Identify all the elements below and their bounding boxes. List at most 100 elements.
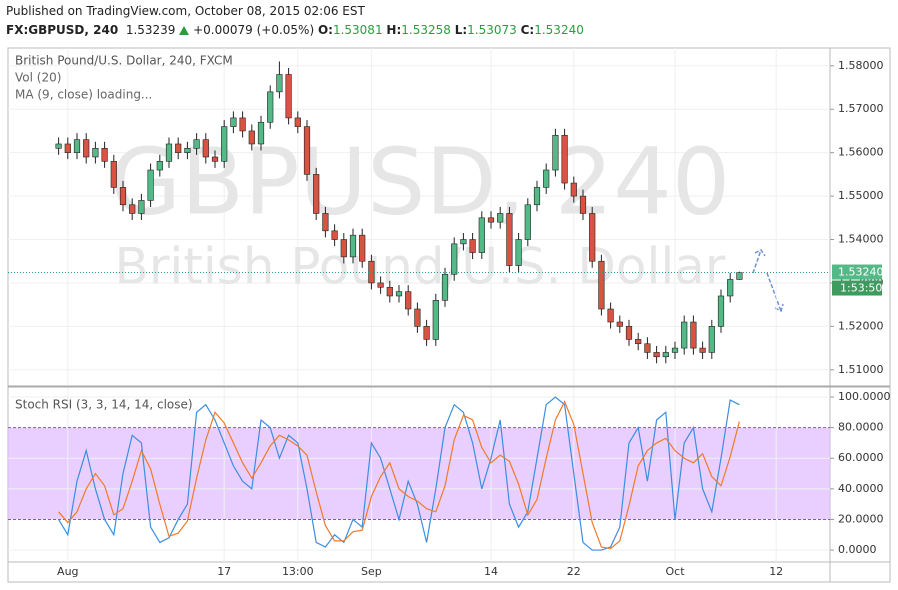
candle-body — [524, 204, 531, 240]
ohlc-value: 1.53240 — [534, 23, 584, 37]
last-price-box — [832, 264, 882, 280]
quote-line: FX:GBPUSD, 240 1.53239 +0.00079 (+0.05%)… — [6, 21, 584, 40]
candle-body — [267, 91, 274, 123]
candle-body — [377, 282, 384, 288]
candle-body — [736, 272, 743, 280]
y-tick-label: 1.52000 — [838, 319, 884, 332]
candle-body — [451, 243, 458, 275]
candle-body — [92, 148, 99, 158]
candle-body — [349, 234, 357, 258]
candle-body — [690, 321, 697, 349]
ohlc-value: 1.53258 — [401, 23, 451, 37]
x-tick-label: Oct — [665, 565, 685, 578]
candle-body — [294, 117, 301, 127]
candle-body — [64, 143, 71, 153]
y-tick-label: 80.0000 — [838, 421, 884, 434]
watermark: GBPUSD, 240 — [110, 128, 731, 235]
candle-body — [156, 161, 163, 171]
candle-body — [432, 300, 439, 340]
change: +0.00079 (+0.05%) — [193, 23, 315, 37]
candle-body — [460, 239, 467, 245]
candle-body — [662, 352, 669, 358]
candle-body — [202, 139, 209, 158]
ohlc: O:1.53081 H:1.53258 L:1.53073 C:1.53240 — [318, 23, 584, 37]
candle-body — [395, 291, 403, 297]
ohlc-label: L: — [454, 23, 468, 37]
candle-body — [727, 279, 734, 297]
candle-body — [285, 74, 292, 119]
candle-body — [681, 321, 688, 349]
candle-body — [331, 230, 338, 240]
up-triangle — [179, 26, 190, 35]
frame — [7, 47, 891, 583]
candle-body — [405, 291, 412, 310]
candle-body — [138, 200, 145, 214]
candle-body — [83, 139, 90, 158]
candle-body — [257, 121, 265, 145]
x-tick-label: Sep — [361, 565, 382, 578]
candle-body — [175, 143, 182, 153]
candle-body — [55, 143, 62, 149]
candle-body — [598, 260, 605, 310]
candle-body — [73, 139, 81, 153]
candle-body — [635, 339, 642, 345]
arrow-down — [766, 272, 784, 313]
arrow-up — [752, 249, 766, 274]
countdown: 1:53:50 — [840, 282, 882, 295]
candle-body — [708, 326, 715, 353]
last-price-label: 1.53240 — [838, 266, 884, 279]
candle-body — [101, 148, 108, 162]
candle-body — [441, 273, 449, 301]
candle-body — [248, 130, 255, 145]
candle-body — [589, 213, 596, 262]
countdown-box — [832, 280, 882, 296]
candle-body — [699, 347, 706, 353]
candle-body — [193, 139, 200, 149]
stoch-line — [58, 400, 740, 550]
pane-title: Stoch RSI (3, 3, 14, 14, close) — [15, 398, 193, 412]
pane-title: British Pound/U.S. Dollar, 240, FXCM — [15, 54, 233, 68]
y-tick-label: 40.0000 — [838, 482, 884, 495]
y-tick-label: 1.55000 — [838, 189, 884, 202]
candle-body — [359, 234, 366, 262]
y-tick-label: 1.56000 — [838, 146, 884, 159]
ohlc-value: 1.53081 — [332, 23, 383, 37]
y-tick-label: 1.51000 — [838, 363, 884, 376]
candle-body — [497, 213, 504, 223]
x-tick-label: 17 — [217, 565, 231, 578]
candle-body — [276, 74, 283, 93]
published: Published on TradingView.com, October 08… — [6, 4, 365, 18]
candle-body — [313, 174, 320, 214]
candle-body — [625, 326, 633, 340]
ohlc-label: O: — [317, 23, 333, 37]
candle-body — [340, 239, 347, 258]
candle-body — [230, 117, 237, 127]
y-tick-label: 1.57000 — [838, 102, 884, 115]
y-tick-label: 100.0000 — [838, 390, 891, 403]
y-tick-label: 20.0000 — [838, 512, 884, 525]
candle-body — [478, 217, 485, 253]
candle-body — [165, 143, 173, 162]
ohlc-label: H: — [386, 23, 402, 37]
candle-body — [717, 295, 725, 327]
x-tick-label: 22 — [567, 565, 581, 578]
x-tick-label: 12 — [769, 565, 783, 578]
candle-body — [579, 195, 587, 214]
candle-body — [644, 343, 651, 353]
candle-body — [469, 239, 476, 253]
x-tick-label: Aug — [57, 565, 78, 578]
candle-body — [110, 161, 117, 188]
candle-body — [515, 239, 522, 266]
stoch-line — [58, 396, 740, 551]
candle-body — [533, 187, 541, 206]
candle-body — [561, 134, 568, 184]
ohlc-value: 1.53073 — [467, 23, 517, 37]
candle-body — [616, 321, 623, 327]
header: Published on TradingView.com, October 08… — [6, 2, 584, 40]
candle-body — [303, 126, 311, 175]
candle-body — [671, 347, 679, 353]
candle-body — [543, 169, 550, 188]
candle-body — [607, 308, 614, 323]
